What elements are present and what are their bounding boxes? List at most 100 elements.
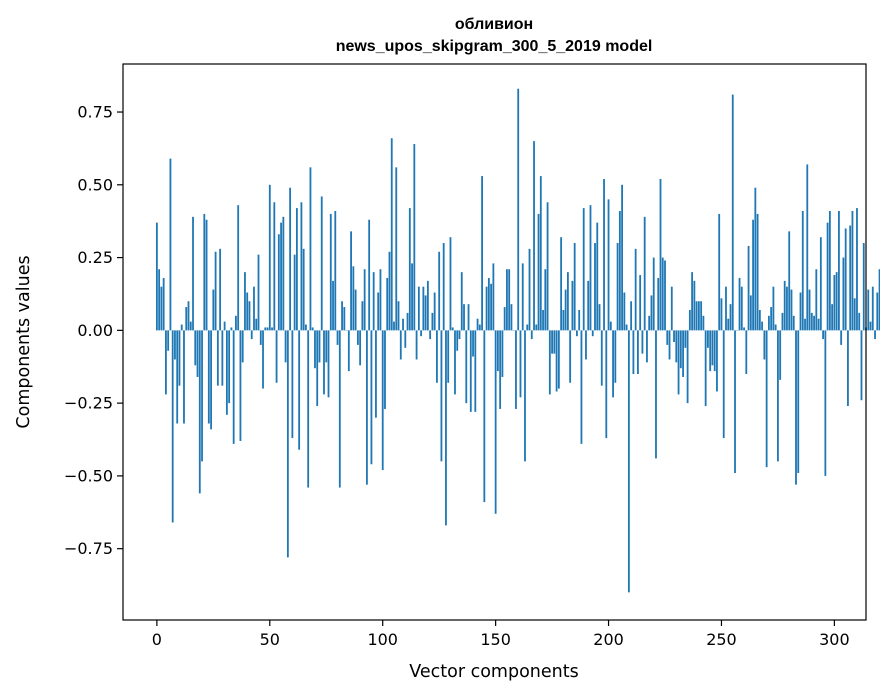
bar-246 <box>711 330 714 366</box>
bar-37 <box>239 330 242 441</box>
bar-301 <box>835 272 838 331</box>
bar-102 <box>386 277 389 331</box>
bar-68 <box>309 167 312 331</box>
bar-235 <box>686 330 689 404</box>
bar-266 <box>756 213 759 331</box>
bar-105 <box>393 321 395 331</box>
bar-251 <box>722 330 725 439</box>
bar-225 <box>664 260 666 331</box>
x-tick-label-4: 200 <box>593 630 624 649</box>
bar-317 <box>871 286 874 331</box>
bar-195 <box>596 222 599 331</box>
bar-117 <box>420 330 423 337</box>
bar-83 <box>343 307 346 331</box>
bar-32 <box>228 330 231 404</box>
bar-173 <box>546 202 549 331</box>
bar-229 <box>673 330 675 342</box>
bar-125 <box>438 251 441 331</box>
y-tick-label-1: −0.50 <box>64 466 113 485</box>
bar-309 <box>853 298 856 331</box>
bar-38 <box>241 330 244 363</box>
bar-187 <box>578 309 581 331</box>
bar-258 <box>738 277 741 331</box>
bar-254 <box>729 304 732 331</box>
bar-82 <box>341 301 343 331</box>
bar-85 <box>347 330 350 372</box>
bar-260 <box>743 327 745 331</box>
bar-54 <box>277 234 280 331</box>
bar-9 <box>176 330 179 424</box>
bar-128 <box>445 330 447 526</box>
bar-288 <box>806 164 809 331</box>
bar-219 <box>650 295 653 331</box>
bar-139 <box>469 330 472 412</box>
bar-153 <box>501 330 504 377</box>
bar-215 <box>641 330 644 354</box>
bar-176 <box>553 330 556 354</box>
bar-13 <box>185 307 188 331</box>
bar-242 <box>702 315 705 331</box>
bar-185 <box>573 243 576 331</box>
bar-265 <box>754 187 757 331</box>
bar-15 <box>189 321 192 331</box>
bar-299 <box>831 304 834 331</box>
bar-88 <box>354 289 357 331</box>
bar-161 <box>519 330 522 398</box>
bar-21 <box>203 213 206 331</box>
bar-231 <box>677 330 680 395</box>
bar-316 <box>869 321 872 331</box>
bar-234 <box>684 330 687 348</box>
bar-145 <box>483 330 486 503</box>
y-axis-ticks: −0.75 −0.50 −0.25 0.00 0.25 0.50 0.75 <box>64 103 123 558</box>
bar-290 <box>810 312 813 331</box>
bar-304 <box>842 257 845 331</box>
bar-292 <box>815 269 818 331</box>
bar-216 <box>643 216 646 331</box>
bar-307 <box>849 225 852 331</box>
bar-166 <box>530 330 533 340</box>
bar-269 <box>763 330 766 360</box>
bar-192 <box>589 205 592 331</box>
bar-296 <box>824 330 827 476</box>
y-tick-label-4: 0.25 <box>77 248 113 267</box>
bar-22 <box>205 219 208 331</box>
bar-202 <box>612 330 614 398</box>
bar-206 <box>621 184 623 331</box>
bar-126 <box>440 330 443 462</box>
bar-152 <box>499 330 502 409</box>
bar-177 <box>555 330 558 392</box>
bar-33 <box>230 327 233 331</box>
bar-214 <box>639 275 642 331</box>
bar-6 <box>169 158 172 331</box>
bar-294 <box>819 237 822 331</box>
bar-270 <box>765 330 768 468</box>
bar-141 <box>474 330 477 412</box>
bar-213 <box>637 330 639 375</box>
bar-26 <box>214 251 217 331</box>
bar-39 <box>244 272 246 331</box>
bar-131 <box>451 327 454 331</box>
x-tick-label-0: 0 <box>152 630 162 649</box>
bar-61 <box>293 254 296 331</box>
bar-57 <box>284 330 287 363</box>
bar-146 <box>485 286 488 331</box>
bar-137 <box>465 330 468 404</box>
bar-60 <box>291 330 294 439</box>
bar-2 <box>160 286 163 331</box>
y-tick-label-2: −0.25 <box>64 394 113 413</box>
bar-50 <box>268 184 271 331</box>
bar-172 <box>544 269 547 331</box>
bar-199 <box>605 330 608 439</box>
bar-81 <box>338 330 341 488</box>
bar-302 <box>838 211 840 331</box>
bar-178 <box>557 330 560 389</box>
bar-155 <box>506 269 508 331</box>
y-tick-label-5: 0.50 <box>77 175 113 194</box>
bar-318 <box>874 330 876 340</box>
bar-136 <box>463 304 465 331</box>
bar-174 <box>548 330 551 395</box>
bar-111 <box>406 312 409 331</box>
bar-134 <box>458 330 461 340</box>
x-tick-label-6: 300 <box>819 630 850 649</box>
